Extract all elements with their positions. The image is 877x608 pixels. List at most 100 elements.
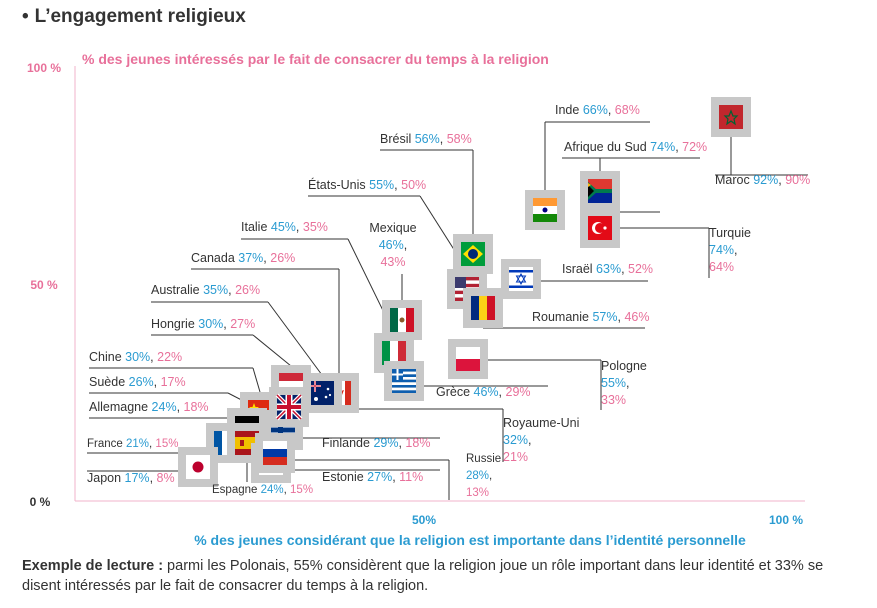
scatter-chart: 0 % 50 % 100 % 50% 100 % % des jeunes intéres… (27, 51, 810, 548)
y-value: 68% (615, 103, 640, 117)
value-separator: , (150, 471, 157, 485)
label-maroc: Maroc 92%, 90% (715, 173, 810, 187)
y-tick-label: 50 % (30, 278, 58, 292)
value-separator: , (499, 385, 506, 399)
y-value: 46% (624, 310, 649, 324)
value-separator: , (392, 470, 399, 484)
y-value: 27% (230, 317, 255, 331)
japan-flag-icon (178, 447, 218, 487)
y-value: 18% (405, 436, 430, 450)
value-separator: , (621, 262, 628, 276)
country-name: Australie (151, 283, 203, 297)
value-separator: , (296, 220, 303, 234)
country-name: Italie (241, 220, 271, 234)
x-value: 30% (125, 350, 150, 364)
label-grece: Grèce 46%, 29% (436, 385, 531, 399)
x-value: 45% (271, 220, 296, 234)
country-name: Afrique du Sud (564, 140, 650, 154)
x-value: 35% (203, 283, 228, 297)
label-hongrie: Hongrie 30%, 27% (151, 317, 255, 331)
y-value: 22% (157, 350, 182, 364)
x-value: 66% (583, 103, 608, 117)
y-value: 52% (628, 262, 653, 276)
leader-lines (87, 121, 808, 500)
label-pologne-name: Pologne (601, 359, 647, 373)
country-name: Japon (87, 471, 125, 485)
value-separator: , (398, 436, 405, 450)
country-name: Israël (562, 262, 596, 276)
label-mexique-x: 46%, (379, 238, 408, 252)
brazil-flag-icon (453, 234, 493, 274)
x-value: 29% (373, 436, 398, 450)
country-name: France (87, 438, 126, 450)
value-separator: , (675, 140, 682, 154)
x-value: 46% (474, 385, 499, 399)
label-pologne-y: 33% (601, 393, 626, 407)
label-estonie: Estonie 27%, 11% (322, 470, 423, 484)
greece-flag-icon (384, 361, 424, 401)
value-separator: , (404, 238, 407, 252)
x-value: 46% (379, 238, 404, 252)
country-name: Maroc (715, 173, 753, 187)
label-turquie-x: 74%, (709, 243, 738, 257)
south-africa-flag-icon (580, 171, 620, 211)
y-value: 26% (270, 251, 295, 265)
value-separator: , (223, 317, 230, 331)
value-separator: , (150, 350, 157, 364)
label-inde: Inde 66%, 68% (555, 103, 640, 117)
value-separator: , (149, 438, 155, 450)
x-value: 92% (753, 173, 778, 187)
morocco-flag-icon (711, 97, 751, 137)
country-name: Espagne (212, 484, 261, 496)
value-separator: , (154, 375, 161, 389)
x-value: 74% (709, 243, 734, 257)
y-value: 58% (447, 132, 472, 146)
value-separator: , (778, 173, 785, 187)
label-roumanie: Roumanie 57%, 46% (532, 310, 649, 324)
label-japon: Japon 17%, 8% (87, 471, 175, 485)
label-mexique-y: 43% (380, 255, 405, 269)
value-separator: , (626, 376, 629, 390)
label-afrique-du-sud: Afrique du Sud 74%, 72% (564, 140, 707, 154)
russia-flag-icon (255, 433, 295, 473)
value-separator: , (617, 310, 624, 324)
label-israel: Israël 63%, 52% (562, 262, 653, 276)
leader-line-hongrie (252, 334, 292, 367)
label-turquie-y: 64% (709, 260, 734, 274)
country-name: Brésil (380, 132, 415, 146)
y-axis-title: % des jeunes intéressés par le fait de c… (82, 51, 549, 67)
y-value: 26% (235, 283, 260, 297)
y-value: 15% (155, 438, 178, 450)
value-separator: , (284, 484, 290, 496)
label-royaume-uni-y: 21% (503, 450, 528, 464)
label-allemagne: Allemagne 24%, 18% (89, 400, 209, 414)
x-value: 74% (650, 140, 675, 154)
reading-example: Exemple de lecture : parmi les Polonais,… (22, 556, 842, 596)
y-value: 50% (401, 178, 426, 192)
value-separator: , (228, 283, 235, 297)
y-value: 15% (290, 484, 313, 496)
x-value: 37% (238, 251, 263, 265)
y-value: 11% (399, 470, 423, 484)
label-bresil: Brésil 56%, 58% (380, 132, 472, 146)
label-royaume-uni-x: 32%, (503, 433, 532, 447)
value-separator: , (263, 251, 270, 265)
label-turquie-name: Turquie (709, 226, 751, 240)
y-value: 90% (785, 173, 810, 187)
x-value: 55% (369, 178, 394, 192)
x-value: 21% (126, 438, 149, 450)
x-value: 63% (596, 262, 621, 276)
value-separator: , (177, 400, 184, 414)
label-russie-name: Russie (466, 453, 501, 465)
turkey-flag-icon (580, 208, 620, 248)
label-russie-y: 13% (466, 487, 489, 499)
x-value: 32% (503, 433, 528, 447)
y-value: 29% (506, 385, 531, 399)
israel-flag-icon (501, 259, 541, 299)
label-pologne-x: 55%, (601, 376, 630, 390)
poland-flag-icon (448, 339, 488, 379)
label-finlande: Finlande 29%, 18% (322, 436, 430, 450)
value-separator: , (394, 178, 401, 192)
country-name: États-Unis (308, 177, 369, 192)
chart-axes: 0 % 50 % 100 % 50% 100 % % des jeunes intéres… (27, 51, 805, 548)
